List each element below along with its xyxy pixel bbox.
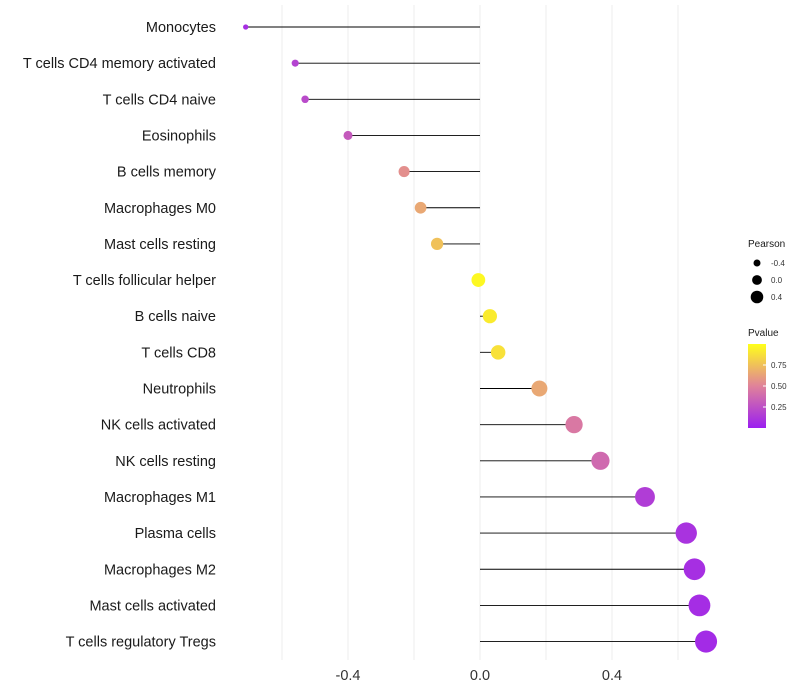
color-legend-label: 0.50 bbox=[771, 382, 787, 391]
category-label: NK cells resting bbox=[115, 454, 216, 470]
size-legend-dot bbox=[750, 290, 764, 304]
size-legend-dot bbox=[752, 275, 762, 285]
stems bbox=[245, 26, 707, 642]
x-tick-label: -0.4 bbox=[336, 668, 361, 684]
color-legend-label: 0.25 bbox=[771, 403, 787, 412]
y-axis-labels: Monocytes T cells CD4 memory activated T c… bbox=[23, 20, 217, 651]
category-label: Neutrophils bbox=[143, 382, 216, 398]
size-legend-dot bbox=[753, 259, 761, 267]
category-label: Macrophages M2 bbox=[104, 562, 216, 578]
data-point bbox=[591, 451, 610, 470]
points bbox=[243, 24, 718, 653]
data-point bbox=[695, 630, 718, 653]
category-label: Monocytes bbox=[146, 20, 216, 36]
legend: Pearson -0.4 0.0 0.4 Pvalue 0.75 0.50 0.25 bbox=[748, 239, 787, 428]
data-point bbox=[301, 95, 309, 104]
data-point bbox=[688, 594, 711, 617]
size-legend-title: Pearson bbox=[748, 239, 785, 250]
data-point bbox=[565, 416, 583, 434]
x-axis-ticks: -0.4 0.0 0.4 bbox=[336, 668, 623, 684]
category-label: T cells regulatory Tregs bbox=[66, 635, 216, 651]
size-legend-label: 0.0 bbox=[771, 276, 783, 285]
color-legend-title: Pvalue bbox=[748, 328, 779, 339]
category-label: T cells CD4 naive bbox=[103, 92, 216, 108]
color-legend-label: 0.75 bbox=[771, 361, 787, 370]
category-label: Mast cells resting bbox=[104, 237, 216, 253]
category-label: Macrophages M0 bbox=[104, 201, 216, 217]
color-bar bbox=[748, 344, 766, 428]
category-label: T cells CD4 memory activated bbox=[23, 56, 216, 72]
size-legend: -0.4 0.0 0.4 bbox=[750, 259, 785, 304]
data-point bbox=[675, 522, 697, 544]
data-point bbox=[430, 237, 444, 251]
category-label: B cells memory bbox=[117, 165, 217, 181]
category-label: T cells CD8 bbox=[141, 345, 216, 361]
category-label: Macrophages M1 bbox=[104, 490, 216, 506]
grid-lines bbox=[281, 5, 679, 660]
category-label: Eosinophils bbox=[142, 128, 216, 144]
data-point bbox=[243, 24, 249, 30]
category-label: T cells follicular helper bbox=[73, 273, 216, 289]
category-label: Mast cells activated bbox=[89, 598, 216, 614]
data-point bbox=[398, 166, 410, 178]
data-point bbox=[291, 59, 299, 67]
data-point bbox=[471, 273, 486, 287]
x-tick-label: 0.0 bbox=[470, 668, 490, 684]
color-legend-ticks: 0.75 0.50 0.25 bbox=[763, 361, 787, 412]
data-point bbox=[635, 487, 655, 507]
category-label: B cells naive bbox=[135, 309, 216, 325]
size-legend-label: -0.4 bbox=[771, 259, 785, 268]
x-tick-label: 0.4 bbox=[602, 668, 622, 684]
data-point bbox=[531, 380, 548, 397]
data-point bbox=[482, 309, 497, 324]
data-point bbox=[343, 130, 353, 140]
category-label: Plasma cells bbox=[135, 526, 216, 542]
data-point bbox=[490, 345, 506, 360]
category-label: NK cells activated bbox=[101, 418, 216, 434]
data-point bbox=[414, 201, 427, 214]
size-legend-label: 0.4 bbox=[771, 293, 783, 302]
data-point bbox=[683, 558, 706, 581]
